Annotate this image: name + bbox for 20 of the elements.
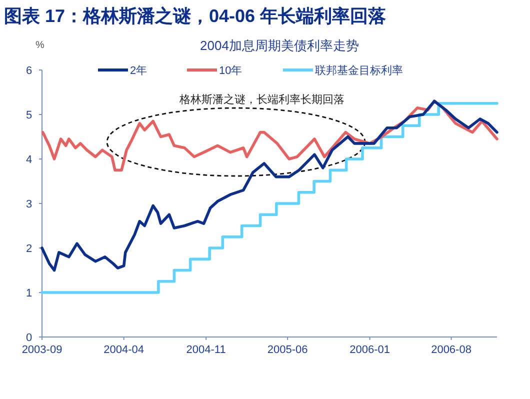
chart-title: 图表 17：格林斯潘之谜，04-06 年长端利率回落 bbox=[4, 6, 386, 26]
x-tick-label: 2005-06 bbox=[267, 344, 308, 356]
x-tick-label: 2004-11 bbox=[186, 344, 226, 356]
x-tick-label: 2004-04 bbox=[104, 344, 144, 356]
x-tick-label: 2006-08 bbox=[431, 344, 472, 356]
y-tick-label: 3 bbox=[26, 198, 32, 210]
y-axis-title: % bbox=[36, 40, 45, 51]
x-tick-label: 2006-01 bbox=[350, 344, 390, 356]
y-tick-label: 6 bbox=[26, 65, 32, 77]
chart-subtitle: 2004加息周期美债利率走势 bbox=[200, 38, 359, 53]
y-tick-label: 0 bbox=[26, 332, 32, 344]
y-tick-label: 5 bbox=[26, 110, 32, 122]
y-tick-label: 2 bbox=[26, 243, 32, 255]
legend-label: 联邦基金目标利率 bbox=[315, 64, 403, 77]
annotation: 格林斯潘之谜，长端利率长期回落 bbox=[178, 93, 344, 106]
y-tick-label: 1 bbox=[26, 288, 32, 300]
legend-label: 10年 bbox=[219, 65, 242, 77]
y-tick-label: 4 bbox=[26, 154, 32, 166]
legend-label: 2年 bbox=[130, 65, 148, 77]
x-tick-label: 2003-09 bbox=[22, 344, 62, 356]
